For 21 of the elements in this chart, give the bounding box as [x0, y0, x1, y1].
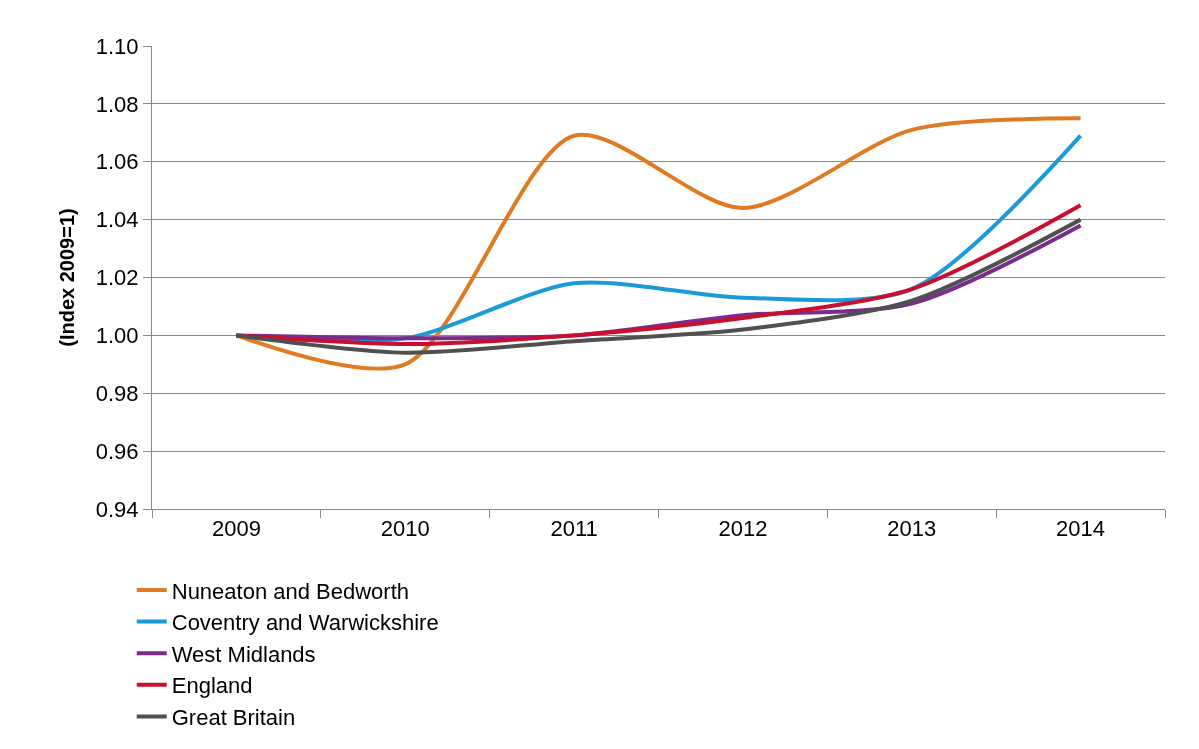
x-tick-label: 2011: [550, 516, 598, 542]
y-tick-label: 1.04: [95, 207, 139, 233]
legend-label: Coventry and Warwickshire: [171, 610, 439, 636]
y-tick-label: 1.10: [95, 33, 139, 59]
y-tick-label: 1.08: [95, 91, 139, 117]
y-tick-label: 0.94: [95, 496, 139, 522]
x-tick-label: 2009: [211, 516, 261, 542]
x-tick-label: 2013: [887, 516, 937, 542]
legend-label: England: [171, 673, 253, 699]
y-tick-label: 0.98: [95, 380, 139, 406]
y-tick-label: 1.00: [95, 323, 139, 349]
x-tick-label: 2014: [1056, 516, 1106, 542]
legend-label: Great Britain: [171, 704, 296, 730]
x-tick-label: 2010: [380, 516, 430, 542]
legend-label: Nuneaton and Bedworth: [171, 578, 410, 604]
legend-label: West Midlands: [171, 641, 316, 667]
y-tick-label: 1.06: [95, 149, 139, 175]
y-axis-title: (Index 2009=1): [56, 208, 79, 347]
x-tick-label: 2012: [718, 516, 768, 542]
y-tick-label: 0.96: [95, 438, 139, 464]
y-tick-label: 1.02: [95, 265, 139, 291]
